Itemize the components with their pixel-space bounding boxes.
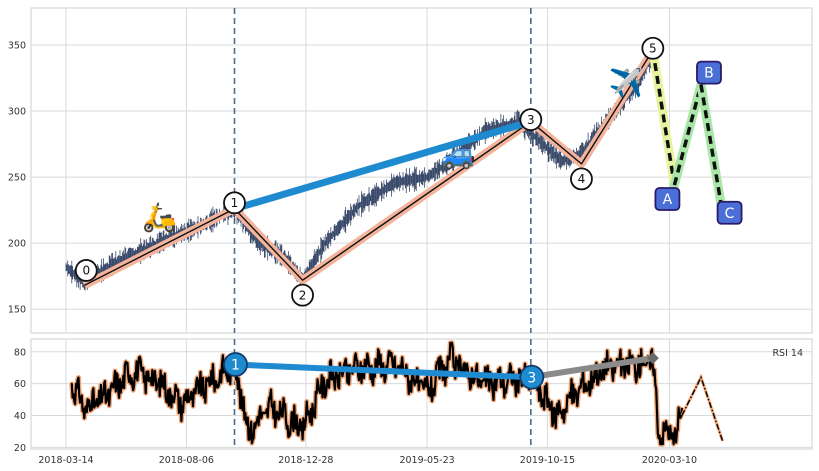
wave-label-text: 2: [299, 288, 307, 302]
annotation-icons: 🛵 🚙 ✈️: [142, 65, 643, 234]
x-tick: 2019-10-15: [520, 455, 575, 466]
corrective-label: A: [654, 187, 681, 211]
airplane-icon: ✈️: [609, 65, 644, 99]
wave-label-circle: [519, 108, 543, 132]
wave-label-text: 4: [578, 172, 586, 186]
wave-label-circle: [641, 36, 665, 60]
wave-label-circle: [223, 191, 246, 215]
x-tick: 2018-03-14: [38, 455, 93, 466]
x-tick: 2018-12-28: [278, 455, 333, 466]
corrective-label: B: [696, 60, 722, 85]
rsi-panel-frame: [30, 338, 813, 450]
rsi-vertical-lines: [233, 339, 532, 449]
wave-label-circle: [570, 167, 593, 191]
rsi-divergence-labels: 13: [223, 352, 545, 390]
rsi-y-tick: 20: [14, 443, 26, 454]
trend-line: [233, 118, 532, 213]
rsi-divergence-label-circle: [519, 364, 545, 390]
rsi-series: [69, 340, 685, 447]
rsi-y-tick: 40: [14, 411, 26, 422]
corrective-label-box: [696, 60, 722, 85]
wave-label-text: 3: [527, 113, 535, 127]
wave-label: 2: [291, 283, 314, 307]
wave-label-text: 5: [649, 42, 657, 56]
rsi-y-tick: 80: [14, 347, 26, 358]
rsi-divergence-blue: [234, 361, 531, 381]
corrective-line: [672, 84, 703, 186]
wave-label-circle: [74, 259, 98, 282]
corrective-label-text: C: [725, 206, 735, 222]
wave-label: 4: [570, 167, 593, 191]
wave-lines: [82, 48, 657, 289]
rsi-legend: RSI 14: [772, 348, 803, 359]
corrective-line: [699, 84, 725, 214]
rsi-y-tick-labels: 20 40 60 80: [14, 347, 26, 454]
wave-labels: 0 1 2 3 4 5: [74, 36, 665, 307]
corrective-label-box: [654, 187, 681, 211]
x-tick: 2019-05-23: [399, 455, 454, 466]
corrective-labels: A B C: [654, 60, 743, 225]
corrective-lines: [648, 45, 728, 218]
rsi-line: [70, 341, 683, 446]
corrective-label-text: B: [704, 66, 714, 82]
wave-label-circle: [291, 283, 314, 307]
wave-label: 3: [519, 108, 543, 132]
scooter-icon: 🛵: [142, 201, 177, 234]
price-panel: 150 200 250 300 350 🛵 🚙 ✈️ 0 1 2 3 4 5 A B C: [8, 7, 813, 334]
rsi-divergence-end-marker: [646, 352, 659, 365]
price-vertical-lines: [233, 8, 532, 333]
rsi-divergence-label: 1: [223, 352, 248, 377]
price-y-tick: 250: [8, 173, 26, 184]
wave-label-text: 1: [231, 196, 239, 210]
corrective-label-text: A: [663, 192, 673, 208]
corrective-label-box: [716, 200, 743, 225]
trend-line-blue: [233, 118, 532, 213]
rsi-projection: [680, 373, 725, 442]
rsi-divergence-lines: [234, 352, 659, 381]
wave-label: 1: [223, 191, 246, 215]
price-panel-frame: [30, 7, 813, 334]
price-y-tick: 300: [8, 107, 26, 118]
rsi-divergence-gray: [530, 355, 654, 381]
rsi-divergence-label: 3: [519, 364, 545, 390]
corrective-label: C: [716, 200, 743, 225]
wave-line: [83, 49, 654, 287]
price-y-tick: 200: [8, 239, 26, 250]
wave-label: 0: [74, 259, 98, 282]
wave-label: 5: [641, 36, 665, 60]
price-y-tick: 150: [8, 305, 26, 316]
corrective-line: [651, 49, 677, 186]
rsi-divergence-label-circle: [223, 352, 248, 377]
x-tick-labels: 2018-03-14 2018-08-06 2018-12-28 2019-05-23…: [38, 455, 697, 466]
rsi-divergence-label-text: 1: [231, 358, 240, 374]
price-y-tick: 350: [8, 40, 26, 51]
rsi-y-tick: 60: [14, 379, 26, 390]
rsi-divergence-label-text: 3: [527, 370, 536, 386]
wave-label-text: 0: [82, 264, 90, 278]
rsi-projection-line: [681, 375, 724, 442]
price-y-tick-labels: 150 200 250 300 350: [8, 40, 26, 315]
x-tick: 2018-08-06: [159, 455, 214, 466]
car-icon: 🚙: [441, 137, 476, 170]
x-tick: 2020-03-10: [642, 455, 697, 466]
